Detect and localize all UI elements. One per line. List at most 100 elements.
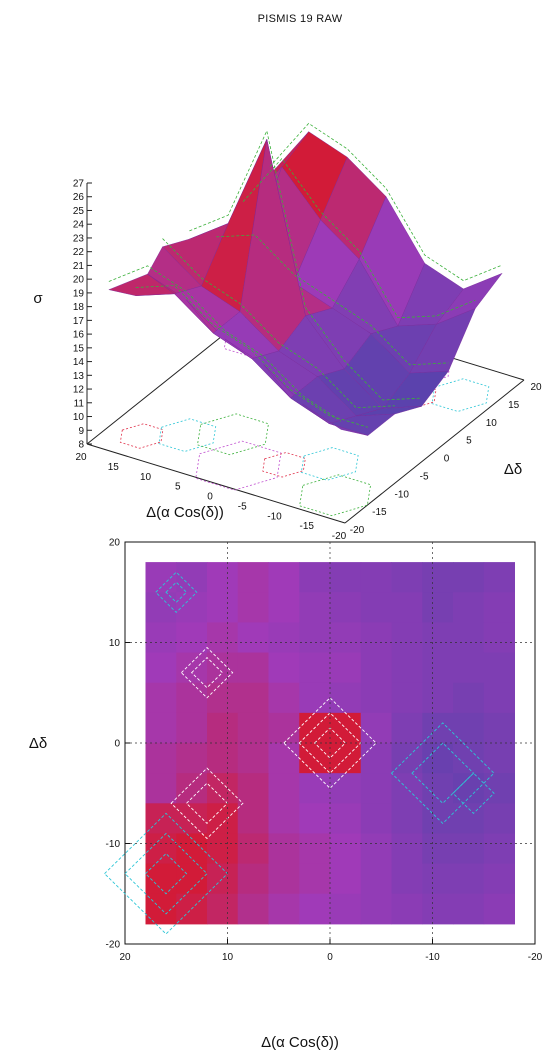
surface-x-tick-label: 20 [75, 452, 87, 463]
surface-z-tick-label: 13 [73, 371, 85, 382]
heatmap-cell [207, 773, 239, 804]
heatmap-cell [422, 562, 454, 593]
heatmap-y-label: Δδ [29, 735, 47, 752]
heatmap-cell [483, 652, 515, 684]
surface-z-tick-label: 8 [78, 440, 84, 451]
surface-y-tick-label: 20 [530, 382, 542, 393]
surface-y-tick-label: 5 [466, 436, 472, 447]
heatmap-cell [145, 863, 177, 895]
surface-x-tick-label: 5 [175, 482, 181, 493]
heatmap-cell [268, 833, 300, 865]
heatmap-cell [391, 893, 423, 925]
heatmap-contour [283, 697, 377, 789]
heatmap-cell [483, 743, 515, 774]
heatmap-cell [453, 652, 485, 684]
heatmap-cell [422, 622, 454, 654]
heatmap-cell [207, 562, 239, 593]
heatmap-cell [330, 682, 362, 714]
heatmap-cell [360, 562, 392, 593]
heatmap-cell [422, 893, 454, 925]
heatmap-cell [299, 833, 331, 865]
heatmap-cell [299, 592, 331, 623]
heatmap-cell [268, 622, 300, 654]
heatmap-cell [268, 712, 300, 744]
surface-z-tick-label: 16 [73, 330, 85, 341]
heatmap-cell [391, 652, 423, 684]
surface-x-tick-label: -5 [238, 501, 247, 512]
heatmap-cell [145, 893, 177, 925]
heatmap-cell [237, 833, 269, 865]
surface-envelope-line [135, 285, 369, 428]
heatmap-cell [483, 893, 515, 925]
surface-x-tick-label: -15 [300, 521, 315, 532]
surface-x-label: Δ(α Cos(δ)) [146, 504, 224, 521]
heatmap-cell [391, 592, 423, 623]
heatmap-cell [207, 592, 239, 623]
heatmap-cell [207, 682, 239, 714]
surface-x-tick-label: 10 [140, 472, 152, 483]
surface-z-tick-label: 25 [73, 206, 85, 217]
heatmap-cell [483, 833, 515, 865]
surface-base-contour [119, 423, 164, 449]
surface-z-tick-label: 19 [73, 288, 85, 299]
heatmap-cell [268, 682, 300, 714]
heatmap-cell [483, 863, 515, 895]
surface-base-contour [299, 474, 372, 517]
surface-x-tick-label: -10 [267, 511, 282, 522]
heatmap-cell [453, 712, 485, 744]
surface-base-edge [86, 443, 346, 524]
surface-z-tick-label: 24 [73, 220, 85, 231]
heatmap-cell [299, 893, 331, 925]
heatmap-contour [313, 727, 347, 759]
heatmap-cell [207, 833, 239, 865]
surface-z-tick-label: 23 [73, 233, 85, 244]
heatmap-cell [237, 622, 269, 654]
heatmap-cell [330, 622, 362, 654]
surface-envelope-line [216, 234, 449, 366]
heatmap-cell [483, 803, 515, 834]
heatmap-cell [360, 682, 392, 714]
heatmap-cell [237, 712, 269, 744]
heatmap-contour [411, 742, 475, 804]
heatmap-cell [299, 863, 331, 895]
heatmap-cell [176, 743, 208, 774]
heatmap-cell [145, 773, 177, 804]
heatmap-cell [207, 622, 239, 654]
surface-z-tick-label: 9 [78, 426, 84, 437]
heatmap-cell [453, 893, 485, 925]
heatmap-cell [237, 743, 269, 774]
heatmap-cell [360, 893, 392, 925]
heatmap-cell [391, 682, 423, 714]
heatmap-cell [453, 803, 485, 834]
heatmap-cells [145, 562, 515, 925]
heatmap-y-tick-label: -20 [106, 940, 121, 951]
surface-envelope-line [108, 265, 342, 422]
heatmap-cell [391, 803, 423, 834]
heatmap-cell [422, 712, 454, 744]
heatmap-cell [176, 652, 208, 684]
heatmap-contour [170, 767, 244, 840]
heatmap-contour [390, 722, 495, 825]
surface-z-tick-label: 10 [73, 412, 85, 423]
heatmap-cell [360, 592, 392, 623]
heatmap-cell [145, 562, 177, 593]
heatmap-contour [190, 656, 224, 689]
heatmap-cell [145, 712, 177, 744]
surface-base-contour [262, 452, 306, 478]
heatmap-cell [268, 803, 300, 834]
heatmap-cell [422, 652, 454, 684]
heatmap-x-tick-label: -20 [528, 952, 542, 963]
surface-base-contour [195, 440, 282, 491]
heatmap-cell [237, 682, 269, 714]
heatmap-cell [176, 773, 208, 804]
surface-y-tick-label: 0 [444, 454, 450, 465]
surface-ticks: 8 9 10 11 12 13 14 15 16 17 18 19 20 21 22 23 24 25 26 27 20… [73, 179, 542, 543]
heatmap-cell [453, 743, 485, 774]
heatmap-cell [176, 562, 208, 593]
heatmap-cell [176, 682, 208, 714]
heatmap-cell [176, 712, 208, 744]
heatmap-cell [299, 562, 331, 593]
surface-envelope-line [242, 157, 476, 319]
